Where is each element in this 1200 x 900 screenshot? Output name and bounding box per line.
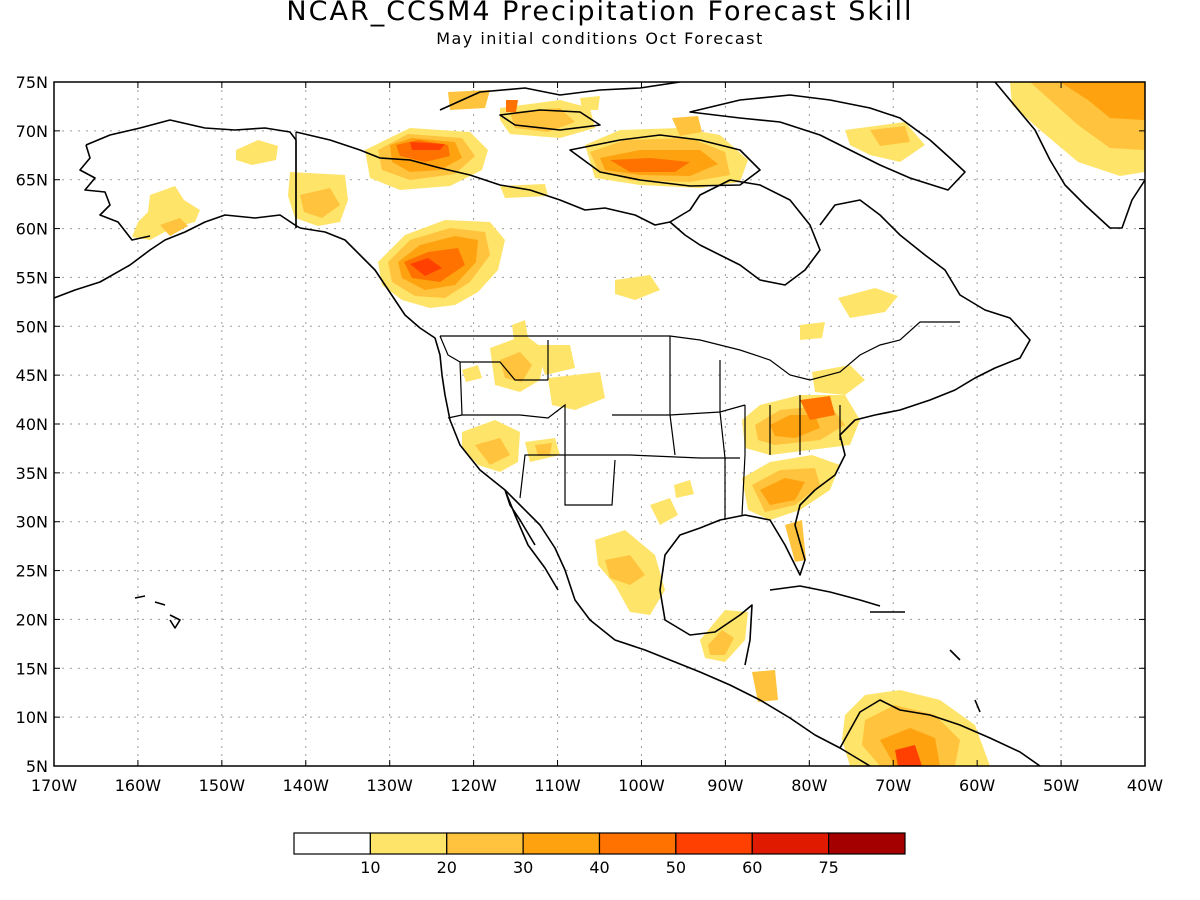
colorbar-swatch xyxy=(369,832,448,855)
colorbar-swatch xyxy=(828,832,906,855)
colorbar-swatch xyxy=(751,832,830,855)
lon-label: 120W xyxy=(450,776,497,795)
lat-label: 50N xyxy=(16,317,48,336)
colorbar-label: 10 xyxy=(360,858,380,877)
colorbar-label: 50 xyxy=(666,858,686,877)
lon-label: 130W xyxy=(367,776,414,795)
lon-label: 160W xyxy=(115,776,162,795)
colorbar: 10 20 30 40 50 60 75 xyxy=(293,832,906,877)
colorbar-swatch xyxy=(675,832,753,855)
colorbar-label: 60 xyxy=(742,858,762,877)
lat-label: 25N xyxy=(16,562,48,581)
lat-label: 20N xyxy=(16,610,48,629)
lon-label: 70W xyxy=(875,776,911,795)
lon-label: 110W xyxy=(534,776,581,795)
lat-label: 15N xyxy=(16,659,48,678)
colorbar-label: 20 xyxy=(437,858,457,877)
lon-label: 40W xyxy=(1127,776,1163,795)
lat-label: 60N xyxy=(16,220,48,239)
latitude-axis: 75N 70N 65N 60N 55N 50N 45N 40N 35N 30N 25N 20N 15N 1… xyxy=(16,73,1145,776)
lat-label: 40N xyxy=(16,415,48,434)
coastlines xyxy=(54,82,1145,766)
lon-label: 90W xyxy=(707,776,743,795)
colorbar-swatch xyxy=(446,832,524,855)
map-title: NCAR_CCSM4 Precipitation Forecast Skill xyxy=(286,0,914,27)
colorbar-swatch xyxy=(522,832,601,855)
lat-label: 35N xyxy=(16,464,48,483)
lat-label: 65N xyxy=(16,171,48,190)
map-subtitle: May initial conditions Oct Forecast xyxy=(436,29,764,48)
colorbar-label: 40 xyxy=(589,858,609,877)
lon-label: 170W xyxy=(31,776,78,795)
political-borders xyxy=(295,132,960,520)
lat-label: 75N xyxy=(16,73,48,92)
lon-label: 80W xyxy=(791,776,827,795)
lon-label: 100W xyxy=(618,776,665,795)
colorbar-swatch xyxy=(293,832,371,855)
skill-shading xyxy=(132,82,1145,766)
colorbar-swatch xyxy=(598,832,677,855)
graticule xyxy=(54,82,1145,766)
lon-label: 150W xyxy=(199,776,246,795)
lon-label: 140W xyxy=(283,776,330,795)
longitude-axis: 170W 160W 150W 140W 130W 120W 110W 100W 90W 80W 70… xyxy=(31,82,1163,795)
colorbar-label: 30 xyxy=(513,858,533,877)
lon-label: 50W xyxy=(1043,776,1079,795)
lat-label: 5N xyxy=(26,757,48,776)
lat-label: 55N xyxy=(16,268,48,287)
lon-label: 60W xyxy=(959,776,995,795)
lat-label: 45N xyxy=(16,366,48,385)
lat-label: 10N xyxy=(16,708,48,727)
colorbar-label: 75 xyxy=(818,858,838,877)
lat-label: 70N xyxy=(16,122,48,141)
lat-label: 30N xyxy=(16,513,48,532)
